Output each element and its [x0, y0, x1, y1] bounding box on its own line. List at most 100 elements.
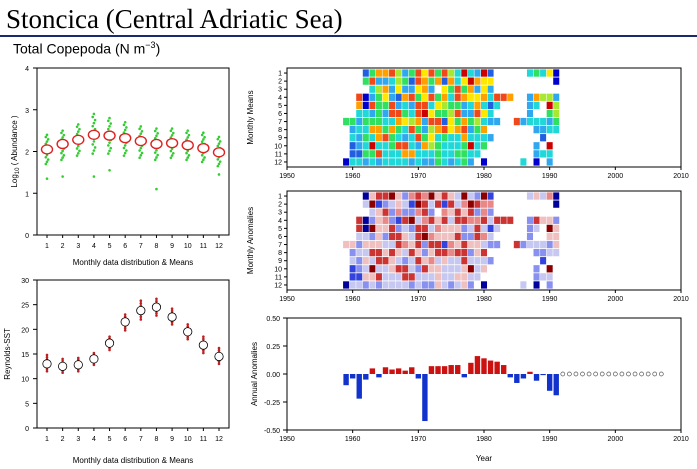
anomaly-bar — [356, 374, 362, 399]
heat-cell — [369, 257, 376, 265]
heat-cell — [448, 101, 455, 110]
heat-cell — [382, 281, 389, 289]
heat-cell — [395, 85, 402, 93]
heat-cell — [362, 248, 369, 257]
no-data-marker — [567, 371, 572, 377]
heat-cell — [382, 109, 389, 118]
heat-cell — [480, 69, 488, 77]
heat-cell — [461, 224, 468, 233]
no-data-marker — [593, 371, 598, 377]
heat-cell — [421, 281, 428, 289]
heat-cell — [415, 200, 422, 208]
data-dot — [44, 155, 48, 159]
heat-cell — [474, 216, 481, 224]
heat-cell — [461, 248, 468, 257]
heat-cell — [382, 208, 389, 216]
anomaly-bar — [527, 371, 533, 374]
heat-cell — [395, 192, 402, 200]
data-dot — [45, 369, 49, 373]
heat-cell — [395, 240, 402, 249]
x-tick-label: 2000 — [608, 436, 624, 443]
heat-cell — [467, 158, 474, 166]
no-data-marker — [652, 371, 658, 377]
data-dot — [44, 162, 48, 166]
heat-cell — [448, 232, 455, 241]
y-tick-label: 25 — [21, 303, 29, 310]
heat-cell — [382, 240, 389, 249]
data-dot — [217, 142, 221, 145]
heat-cell — [553, 240, 560, 249]
heat-cell — [480, 85, 488, 93]
subtitle-main: Total Copepoda (N m — [13, 40, 146, 57]
mean-marker — [212, 147, 226, 158]
heat-cell — [448, 77, 455, 85]
heat-cell — [474, 117, 481, 126]
heat-cell — [480, 224, 488, 233]
no-data-marker — [606, 371, 612, 377]
heat-cell — [533, 101, 540, 110]
heat-cell — [389, 232, 396, 241]
anomaly-bar — [474, 356, 481, 374]
heat-cell — [467, 208, 474, 216]
heat-cell — [533, 150, 540, 158]
mean-marker — [118, 132, 132, 144]
heat-cell — [546, 117, 553, 126]
heat-cell — [487, 117, 494, 126]
x-tick-label: 10 — [184, 243, 192, 250]
heat-cell — [474, 142, 481, 150]
heat-cell — [362, 93, 369, 101]
heat-cell — [540, 117, 547, 126]
mean-marker — [87, 129, 101, 141]
heat-cell — [461, 232, 468, 241]
heat-cell — [415, 224, 422, 233]
anomaly-bar — [553, 374, 559, 396]
x-tick-label: 2 — [61, 436, 65, 443]
data-dot — [155, 314, 158, 317]
heat-cell — [448, 281, 455, 289]
heat-cell — [421, 85, 428, 93]
heat-cell — [349, 117, 356, 126]
y-tick-label: 30 — [21, 278, 29, 285]
heat-cell — [546, 93, 553, 101]
heat-cell — [382, 85, 389, 93]
heat-cell — [375, 232, 382, 241]
data-dot — [186, 325, 190, 328]
heat-cell — [526, 192, 533, 200]
heat-cell — [402, 208, 409, 216]
data-dot — [186, 136, 190, 139]
heat-cell — [408, 125, 415, 134]
anomaly-bar — [546, 374, 553, 391]
x-axis-label: Monthly data distribution & Means — [73, 456, 194, 465]
heat-cell — [553, 200, 560, 208]
heat-cell — [487, 257, 494, 265]
anomaly-bar — [533, 374, 540, 381]
heat-cell — [480, 200, 488, 208]
heat-cell — [415, 101, 422, 110]
heat-cell — [421, 142, 428, 150]
data-dot — [170, 307, 174, 310]
heat-cell — [415, 257, 422, 265]
heat-cell — [540, 240, 547, 249]
heat-cell — [553, 77, 560, 85]
heat-cell — [553, 117, 560, 126]
heat-cell — [402, 265, 409, 273]
no-data-marker — [619, 371, 625, 377]
anomaly-bar — [507, 374, 513, 378]
data-dot — [153, 129, 157, 133]
anomaly-bar — [422, 374, 428, 422]
no-data-marker — [573, 371, 579, 377]
no-data-marker — [599, 371, 605, 377]
heat-cell — [402, 192, 409, 200]
heat-cell — [421, 109, 428, 118]
heat-cell — [421, 200, 428, 208]
heat-cell — [369, 200, 376, 208]
heat-cell — [375, 265, 382, 273]
heat-cell — [441, 216, 448, 224]
month-tick-label: 12 — [274, 282, 282, 289]
heat-cell — [461, 125, 468, 134]
heat-cell — [428, 69, 435, 77]
y-axis-label: Reynolds-SST — [3, 328, 12, 380]
heat-cell — [428, 158, 435, 166]
heat-cell — [375, 93, 382, 101]
x-tick-label: 11 — [200, 436, 207, 443]
